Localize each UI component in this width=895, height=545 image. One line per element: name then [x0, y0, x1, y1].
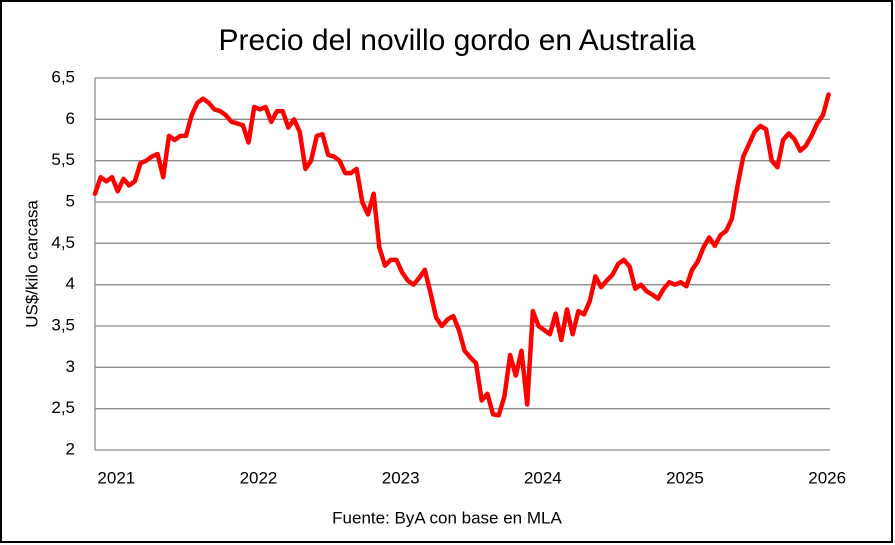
x-tick-label: 2026 — [808, 468, 846, 487]
x-tick-label: 2021 — [97, 468, 135, 487]
x-tick-label: 2023 — [382, 468, 420, 487]
y-tick-label: 4 — [66, 274, 75, 293]
chart-title: Precio del novillo gordo en Australia — [219, 24, 696, 57]
x-tick-label: 2024 — [524, 468, 562, 487]
data-line — [92, 92, 831, 418]
y-tick-label: 6 — [66, 109, 75, 128]
x-tick-label: 2022 — [240, 468, 278, 487]
source-note: Fuente: ByA con base en MLA — [332, 508, 562, 527]
y-tick-label: 5 — [66, 191, 75, 210]
y-tick-label: 5,5 — [51, 150, 75, 169]
y-axis-label: US$/kilo carcasa — [22, 200, 41, 328]
y-tick-label: 4,5 — [51, 233, 75, 252]
y-tick-label: 6,5 — [51, 67, 75, 86]
y-tick-label: 3,5 — [51, 315, 75, 334]
y-tick-label: 3 — [66, 357, 75, 376]
y-tick-label: 2 — [66, 439, 75, 458]
x-tick-label: 2025 — [666, 468, 704, 487]
y-tick-label: 2,5 — [51, 398, 75, 417]
